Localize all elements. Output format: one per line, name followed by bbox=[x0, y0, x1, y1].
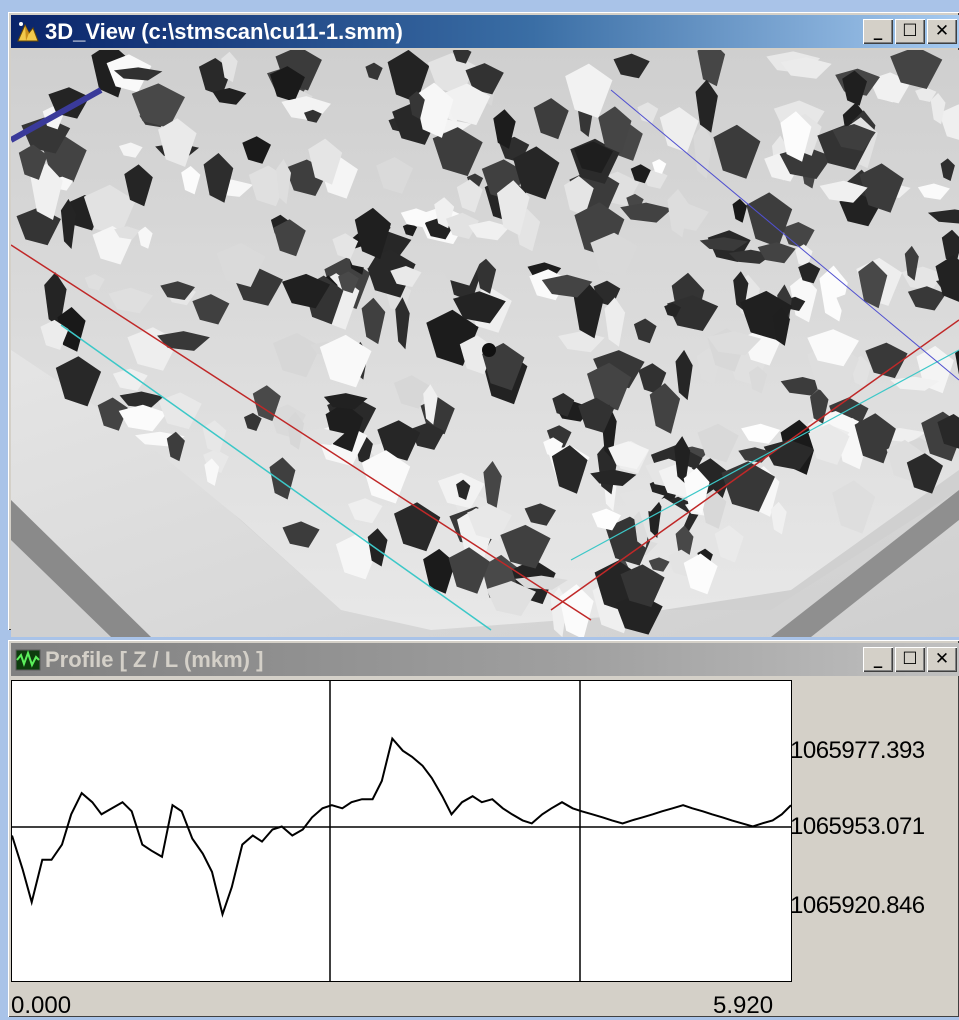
minimize-button[interactable]: _ bbox=[863, 19, 893, 44]
profile-plot-area[interactable] bbox=[11, 680, 792, 982]
view3d-title: 3D_View (c:\stmscan\cu11-1.smm) bbox=[45, 19, 863, 45]
profile-title: Profile [ Z / L (mkm) ] bbox=[45, 647, 863, 673]
surface-3d-viewport[interactable] bbox=[11, 50, 959, 637]
profile-caption-buttons: _ ☐ ✕ bbox=[863, 647, 957, 672]
waveform-icon bbox=[15, 647, 41, 673]
close-icon: ✕ bbox=[935, 23, 949, 40]
3d-app-icon bbox=[15, 19, 41, 45]
surface-3d-render[interactable] bbox=[11, 50, 959, 637]
view3d-caption-buttons: _ ☐ ✕ bbox=[863, 19, 957, 44]
maximize-button[interactable]: ☐ bbox=[895, 647, 925, 672]
close-button[interactable]: ✕ bbox=[927, 19, 957, 44]
close-button[interactable]: ✕ bbox=[927, 647, 957, 672]
minimize-icon: _ bbox=[874, 651, 883, 668]
profile-window[interactable]: Profile [ Z / L (mkm) ] _ ☐ ✕ 1065977.39… bbox=[8, 640, 959, 1017]
maximize-button[interactable]: ☐ bbox=[895, 19, 925, 44]
view3d-titlebar[interactable]: 3D_View (c:\stmscan\cu11-1.smm) _ ☐ ✕ bbox=[11, 15, 959, 48]
minimize-button[interactable]: _ bbox=[863, 647, 893, 672]
profile-chart bbox=[12, 681, 791, 981]
maximize-icon: ☐ bbox=[902, 23, 917, 40]
y-tick-label-mid: 1065953.071 bbox=[790, 813, 925, 841]
profile-titlebar[interactable]: Profile [ Z / L (mkm) ] _ ☐ ✕ bbox=[11, 643, 959, 676]
surface-marker bbox=[482, 343, 496, 357]
x-tick-label-start: 0.000 bbox=[11, 992, 71, 1020]
y-tick-label-top: 1065977.393 bbox=[790, 737, 925, 765]
y-tick-label-bottom: 1065920.846 bbox=[790, 892, 925, 920]
view3d-window[interactable]: 3D_View (c:\stmscan\cu11-1.smm) _ ☐ ✕ bbox=[8, 12, 959, 630]
maximize-icon: ☐ bbox=[902, 651, 917, 668]
minimize-icon: _ bbox=[874, 23, 883, 40]
close-icon: ✕ bbox=[935, 651, 949, 668]
x-tick-label-end: 5.920 bbox=[713, 992, 773, 1020]
